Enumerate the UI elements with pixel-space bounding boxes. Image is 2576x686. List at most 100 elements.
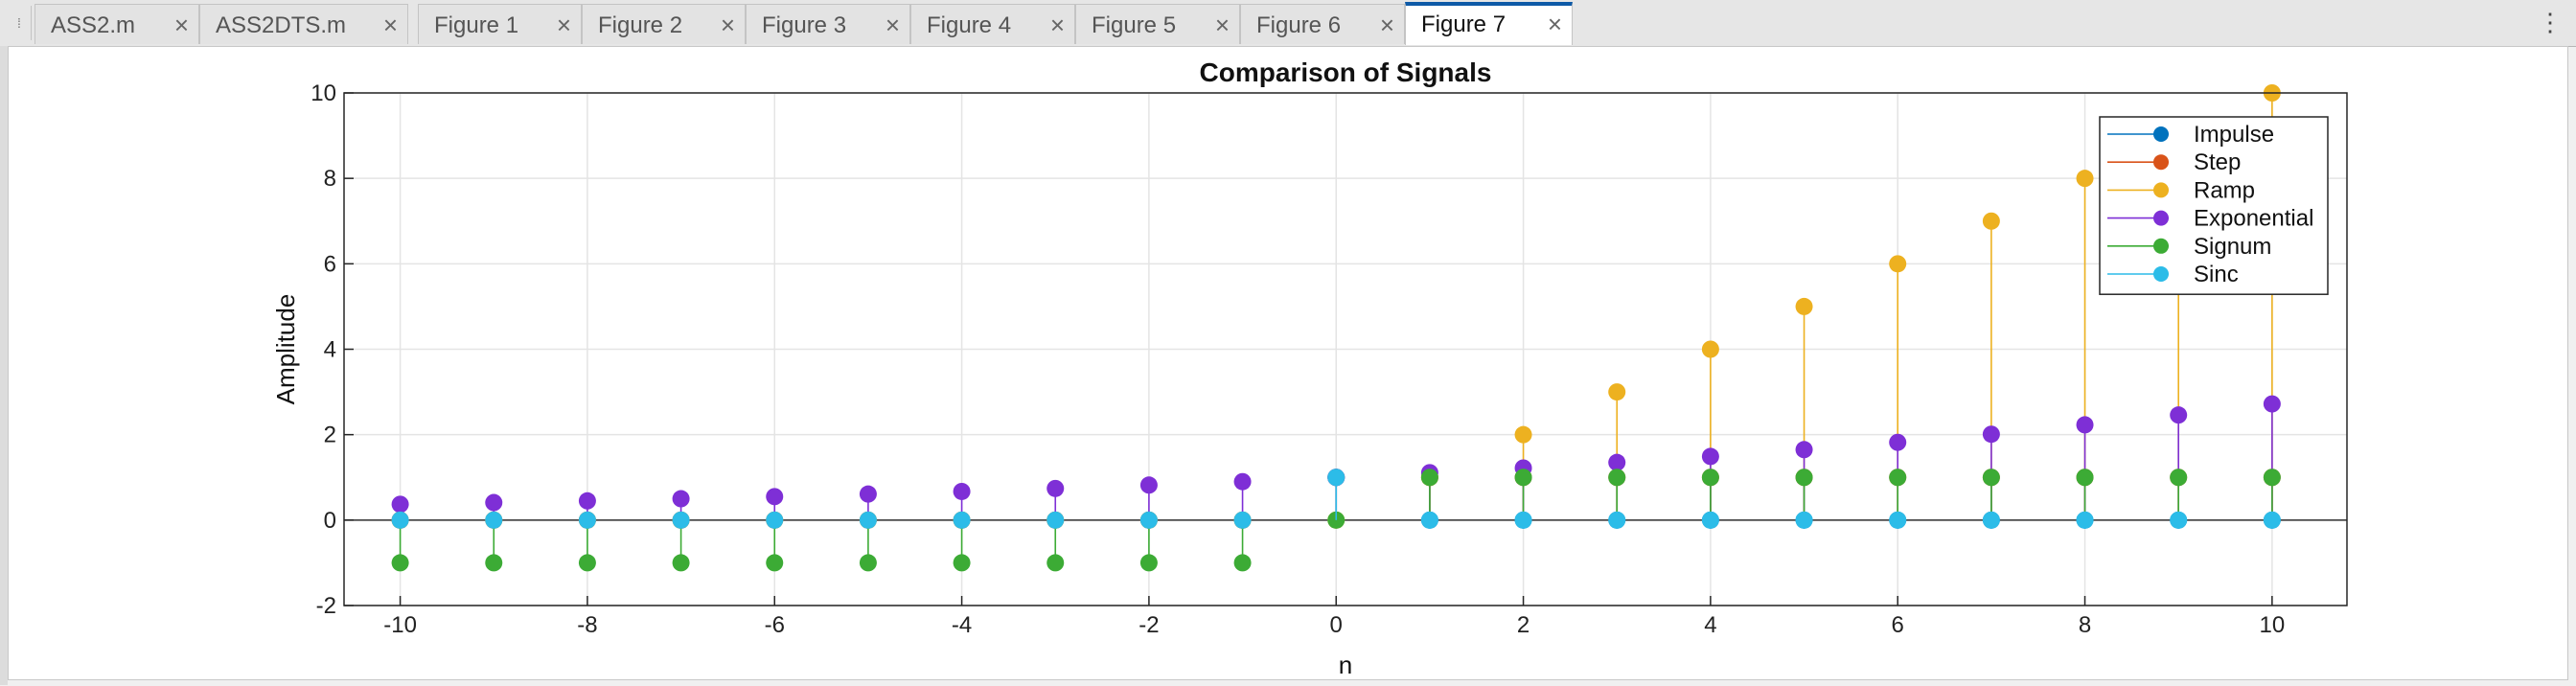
ramp-point [1795, 297, 1813, 315]
close-tab-icon[interactable]: × [1379, 11, 1394, 39]
signum-point [1982, 469, 2000, 487]
tab-figure-5[interactable]: Figure 5 × [1075, 4, 1240, 44]
sinc-point [1046, 511, 1065, 529]
signum-point [1608, 469, 1626, 487]
tab-label: Figure 5 [1092, 12, 1177, 38]
y-tick-label: 2 [324, 423, 336, 448]
more-options-icon[interactable]: ⋮ [2538, 8, 2563, 36]
signum-point [766, 554, 784, 572]
close-tab-icon[interactable]: × [1214, 11, 1230, 39]
tab-label: ASS2.m [51, 12, 136, 38]
exponential-point [1889, 433, 1907, 451]
x-tick-label: -6 [765, 612, 785, 638]
tab-label: Figure 1 [434, 12, 519, 38]
sinc-point [391, 511, 409, 529]
tab-figure-4[interactable]: Figure 4 × [910, 4, 1075, 44]
exponential-point [953, 482, 971, 500]
legend-marker-impulse [2153, 126, 2169, 142]
x-tick-label: -8 [577, 612, 597, 638]
tab-figure-6[interactable]: Figure 6 × [1240, 4, 1405, 44]
x-tick-label: 2 [1517, 612, 1530, 638]
legend-label-exponential: Exponential [2194, 206, 2313, 232]
close-tab-icon[interactable]: × [1049, 11, 1065, 39]
legend-marker-ramp [2153, 182, 2169, 198]
legend-box [2099, 116, 2329, 295]
tab-figure-1[interactable]: Figure 1 × [418, 4, 582, 44]
sinc-point [2170, 511, 2188, 529]
sinc-point [1795, 511, 1813, 529]
signum-point [485, 554, 503, 572]
signum-point [2263, 469, 2281, 487]
y-tick-label: 6 [324, 251, 336, 277]
tab-figure-7[interactable]: Figure 7 × [1405, 2, 1573, 45]
signals-chart: -10 -8 -6 -4 -2 0 2 4 6 8 10 -2 0 2 4 6 8 10 Comparison o… [271, 57, 2348, 679]
ramp-point [1889, 255, 1907, 273]
tab-ass2dts-m[interactable]: ASS2DTS.m × [199, 4, 408, 44]
legend-marker-signum [2153, 238, 2169, 254]
signum-point [672, 554, 690, 572]
sinc-point [1233, 511, 1252, 529]
y-tick-label: 8 [324, 166, 336, 192]
exponential-point [1233, 472, 1252, 491]
legend-label-sinc: Sinc [2194, 262, 2239, 287]
signum-point [1233, 554, 1252, 572]
series-sinc [391, 469, 2281, 529]
y-axis-label: Amplitude [271, 294, 300, 405]
tab-figure-3[interactable]: Figure 3 × [746, 4, 910, 44]
sinc-point [1701, 511, 1719, 529]
sinc-point [1514, 511, 1532, 529]
signum-point [1420, 469, 1438, 487]
signum-point [578, 554, 596, 572]
sinc-point [1982, 511, 2000, 529]
ramp-point [1982, 212, 2000, 230]
legend-marker-step [2153, 154, 2169, 171]
exponential-point [1608, 453, 1626, 471]
close-tab-icon[interactable]: × [556, 11, 571, 39]
y-tick-label: 10 [310, 80, 336, 106]
signum-point [1701, 469, 1719, 487]
close-tab-icon[interactable]: × [1547, 10, 1562, 38]
tab-label: Figure 2 [598, 12, 683, 38]
ramp-point [1608, 383, 1626, 401]
tick-labels: -10 -8 -6 -4 -2 0 2 4 6 8 10 -2 0 2 4 6 8 10 [310, 80, 2285, 638]
ramp-point [2076, 170, 2094, 188]
signum-point [859, 554, 877, 572]
signum-point [1327, 511, 1346, 529]
drag-handle-icon[interactable]: ⁞ [8, 6, 32, 40]
close-tab-icon[interactable]: × [173, 11, 189, 39]
ramp-point [1701, 340, 1719, 358]
close-tab-icon[interactable]: × [720, 11, 735, 39]
exponential-point [1795, 441, 1813, 459]
exponential-point [1139, 476, 1158, 494]
grid-lines [344, 92, 2347, 606]
sinc-point [859, 511, 877, 529]
close-tab-icon[interactable]: × [382, 11, 398, 39]
sinc-point [1608, 511, 1626, 529]
sinc-point [672, 511, 690, 529]
sinc-point [578, 511, 596, 529]
tab-label: Figure 4 [927, 12, 1012, 38]
exponential-point [1701, 447, 1719, 466]
tab-figure-2[interactable]: Figure 2 × [582, 4, 746, 44]
tab-ass2-m[interactable]: ASS2.m × [34, 4, 199, 44]
exponential-point [578, 492, 596, 510]
signum-point [391, 554, 409, 572]
x-tick-label: 6 [1892, 612, 1904, 638]
stem-plot [391, 84, 2281, 572]
signum-point [1139, 554, 1158, 572]
legend-label-impulse: Impulse [2194, 122, 2274, 148]
exponential-point [859, 485, 877, 503]
signum-point [1795, 469, 1813, 487]
x-tick-label: 10 [2260, 612, 2286, 638]
legend-label-signum: Signum [2194, 234, 2271, 260]
close-tab-icon[interactable]: × [885, 11, 900, 39]
tab-label: Figure 3 [762, 12, 847, 38]
x-tick-label: 8 [2079, 612, 2091, 638]
legend-label-ramp: Ramp [2194, 177, 2255, 203]
y-tick-label: -2 [316, 593, 336, 619]
exponential-point [391, 495, 409, 514]
sinc-point [1139, 511, 1158, 529]
x-tick-label: 4 [1704, 612, 1716, 638]
exponential-point [1982, 425, 2000, 444]
